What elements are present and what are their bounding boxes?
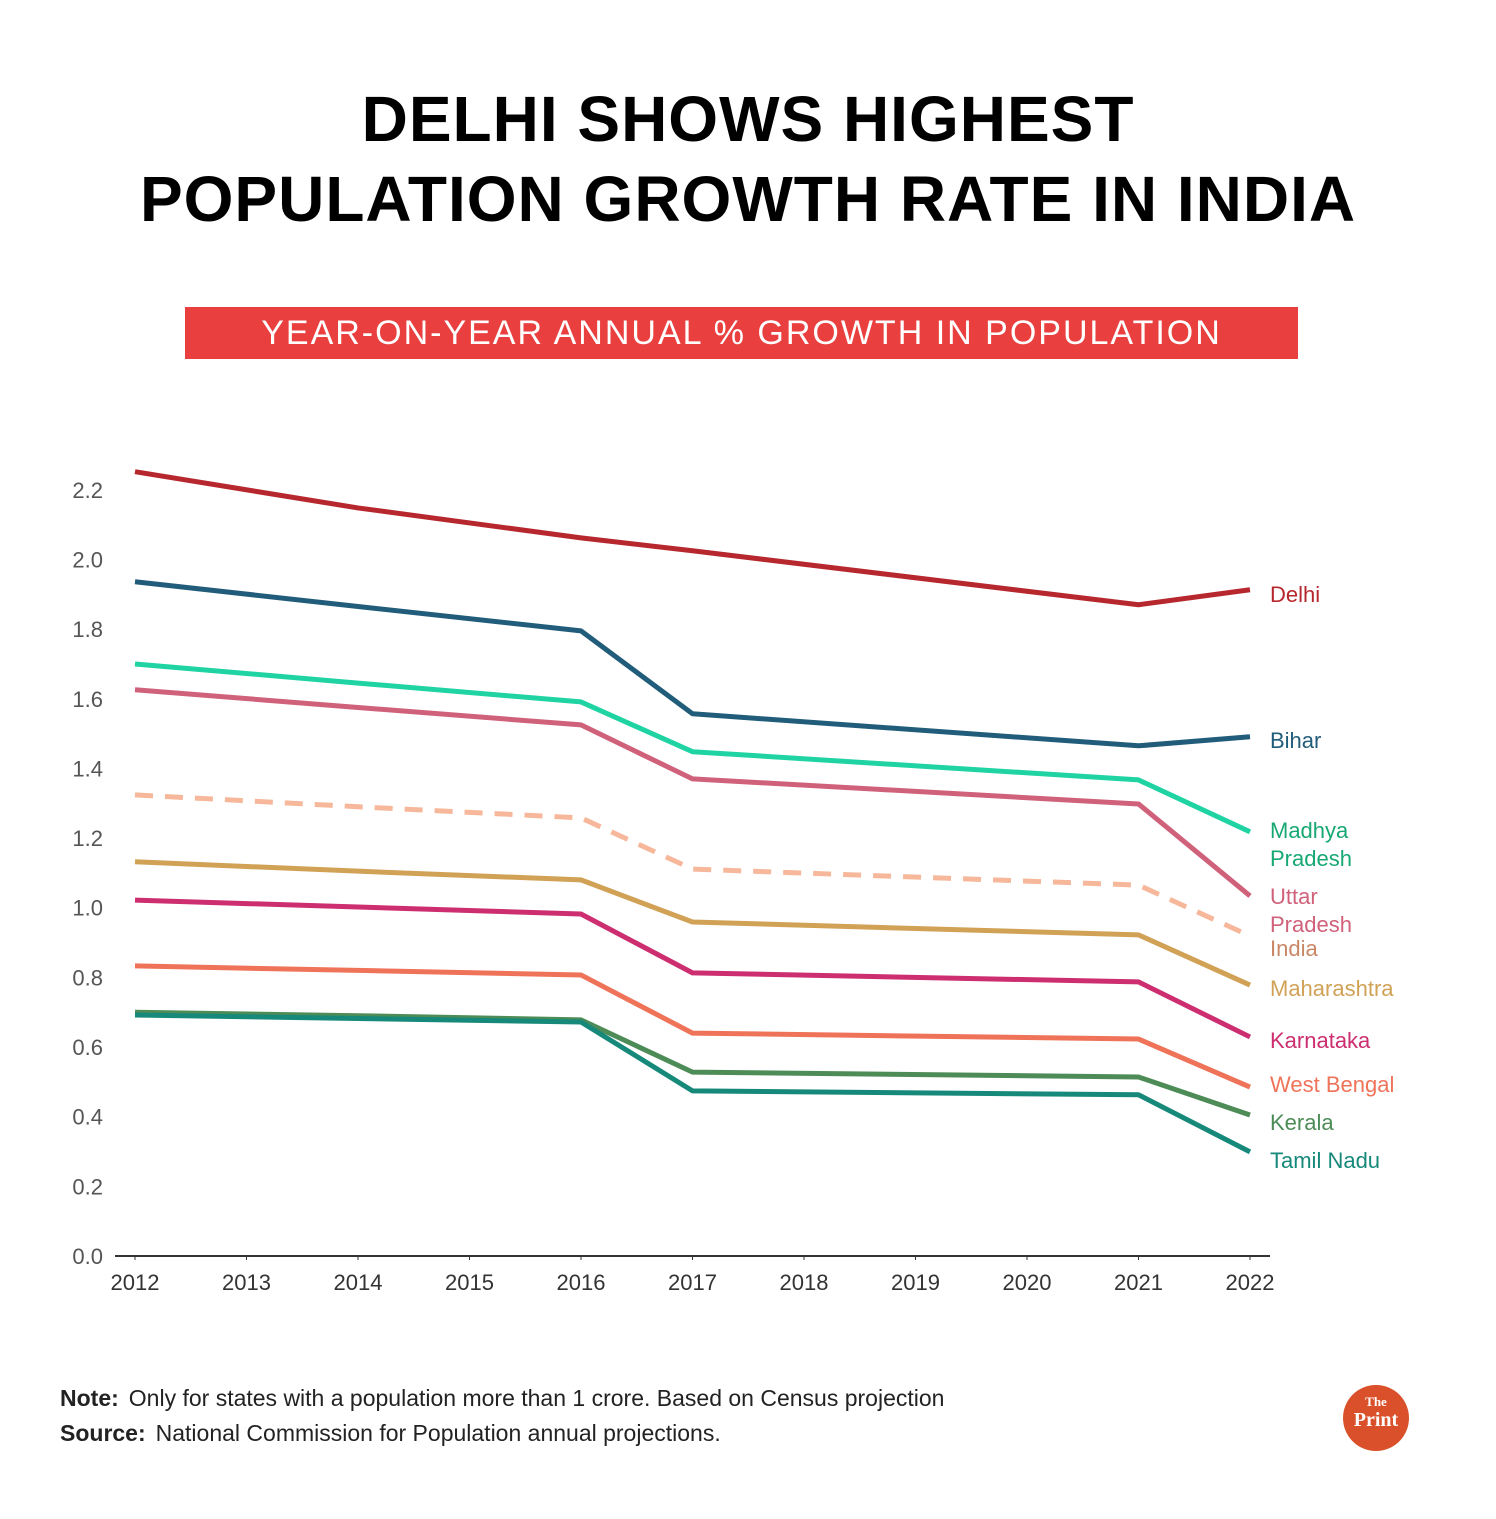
x-tick-label: 2013 <box>222 1270 271 1295</box>
logo: The Print <box>1343 1385 1409 1451</box>
y-tick-label: 0.2 <box>72 1174 103 1199</box>
y-tick-label: 1.4 <box>72 756 103 781</box>
y-tick-label: 1.6 <box>72 687 103 712</box>
y-tick-label: 1.2 <box>72 826 103 851</box>
x-tick-label: 2014 <box>334 1270 383 1295</box>
series-line <box>134 792 1252 939</box>
title-line: DELHI SHOWS HIGHEST <box>361 83 1135 155</box>
series-label: India <box>1270 936 1318 961</box>
y-tick-label: 0.0 <box>72 1244 103 1269</box>
series-line <box>134 1009 1251 1118</box>
x-tick-label: 2020 <box>1003 1270 1052 1295</box>
x-tick-label: 2016 <box>557 1270 606 1295</box>
y-tick-label: 0.6 <box>72 1035 103 1060</box>
series-line <box>134 859 1252 988</box>
x-tick-label: 2021 <box>1114 1270 1163 1295</box>
series-line <box>134 963 1251 1090</box>
series-label: Bihar <box>1270 728 1322 753</box>
y-tick-label: 2.0 <box>72 547 103 572</box>
series-label: Madhya Pradesh <box>1270 818 1352 871</box>
x-tick-label: 2019 <box>891 1270 940 1295</box>
source-label: Source: <box>60 1420 146 1446</box>
series-line <box>134 1012 1252 1155</box>
y-tick-label: 2.2 <box>72 478 103 503</box>
x-tick-label: 2017 <box>668 1270 717 1295</box>
y-tick-label: 0.8 <box>72 965 103 990</box>
y-tick-label: 1.0 <box>72 896 103 921</box>
x-tick-label: 2015 <box>445 1270 494 1295</box>
note-text: Only for states with a population more t… <box>128 1385 945 1411</box>
title-line: POPULATION GROWTH RATE IN INDIA <box>139 163 1357 235</box>
series-label: West Bengal <box>1270 1072 1395 1097</box>
subtitle: YEAR-ON-YEAR ANNUAL % GROWTH IN POPULATI… <box>185 307 1298 359</box>
logo-top: The <box>1365 1394 1387 1409</box>
series-label: Uttar Pradesh <box>1270 884 1352 937</box>
source-text: National Commission for Population annua… <box>155 1420 721 1446</box>
series-line <box>134 687 1252 898</box>
y-tick-label: 1.8 <box>72 617 103 642</box>
logo-bottom: Print <box>1353 1409 1399 1431</box>
x-tick-label: 2012 <box>111 1270 160 1295</box>
note: Note: Only for states with a population m… <box>60 1385 944 1412</box>
series-line <box>134 579 1251 749</box>
note-label: Note: <box>60 1385 119 1411</box>
series-label: Karnataka <box>1270 1028 1371 1053</box>
source: Source: National Commission for Populatio… <box>60 1420 721 1447</box>
series-line <box>134 469 1251 608</box>
series-label: Delhi <box>1270 582 1321 607</box>
x-tick-label: 2022 <box>1226 1270 1275 1295</box>
y-tick-label: 0.4 <box>72 1105 103 1130</box>
series-label: Tamil Nadu <box>1270 1148 1381 1173</box>
series-line <box>134 661 1252 835</box>
x-tick-label: 2018 <box>780 1270 829 1295</box>
series-label: Maharashtra <box>1270 976 1394 1001</box>
series-label: Kerala <box>1270 1110 1334 1135</box>
series-line <box>134 897 1252 1040</box>
